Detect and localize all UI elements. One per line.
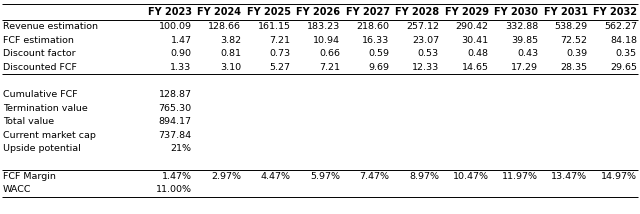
Text: 1.47%: 1.47% [161, 172, 191, 181]
Text: 7.21: 7.21 [319, 63, 340, 72]
Text: 562.27: 562.27 [604, 22, 637, 31]
Text: 10.94: 10.94 [313, 36, 340, 45]
Text: 39.85: 39.85 [511, 36, 538, 45]
Text: 4.47%: 4.47% [260, 172, 291, 181]
Text: FY 2027: FY 2027 [346, 7, 390, 17]
Text: Revenue estimation: Revenue estimation [3, 22, 98, 31]
Text: FCF estimation: FCF estimation [3, 36, 74, 45]
Text: 332.88: 332.88 [505, 22, 538, 31]
Text: 2.97%: 2.97% [211, 172, 241, 181]
Text: 100.09: 100.09 [159, 22, 191, 31]
Text: 0.53: 0.53 [418, 49, 439, 58]
Text: 218.60: 218.60 [356, 22, 390, 31]
Text: 0.39: 0.39 [566, 49, 588, 58]
Text: 0.59: 0.59 [369, 49, 390, 58]
Text: 0.35: 0.35 [616, 49, 637, 58]
Text: 30.41: 30.41 [461, 36, 488, 45]
Text: WACC: WACC [3, 185, 31, 194]
Text: Cumulative FCF: Cumulative FCF [3, 90, 77, 99]
Text: 128.87: 128.87 [159, 90, 191, 99]
Text: Upside potential: Upside potential [3, 144, 81, 153]
Text: 11.97%: 11.97% [502, 172, 538, 181]
Text: 5.27: 5.27 [269, 63, 291, 72]
Text: 0.66: 0.66 [319, 49, 340, 58]
Text: Termination value: Termination value [3, 104, 88, 113]
Text: FY 2023: FY 2023 [148, 7, 192, 17]
Text: 84.18: 84.18 [610, 36, 637, 45]
Text: 765.30: 765.30 [158, 104, 191, 113]
Text: FY 2024: FY 2024 [197, 7, 241, 17]
Text: 9.69: 9.69 [369, 63, 390, 72]
Text: FY 2029: FY 2029 [445, 7, 489, 17]
Text: FCF Margin: FCF Margin [3, 172, 56, 181]
Text: 538.29: 538.29 [554, 22, 588, 31]
Text: 3.10: 3.10 [220, 63, 241, 72]
Text: FY 2031: FY 2031 [544, 7, 588, 17]
Text: 3.82: 3.82 [220, 36, 241, 45]
Text: 28.35: 28.35 [561, 63, 588, 72]
Text: FY 2025: FY 2025 [247, 7, 291, 17]
Text: 16.33: 16.33 [362, 36, 390, 45]
Text: 290.42: 290.42 [456, 22, 488, 31]
Text: FY 2032: FY 2032 [593, 7, 637, 17]
Text: 13.47%: 13.47% [552, 172, 588, 181]
Text: 737.84: 737.84 [158, 131, 191, 140]
Text: 0.48: 0.48 [467, 49, 488, 58]
Text: 161.15: 161.15 [257, 22, 291, 31]
Text: 72.52: 72.52 [561, 36, 588, 45]
Text: 0.81: 0.81 [220, 49, 241, 58]
Text: 10.47%: 10.47% [452, 172, 488, 181]
Text: 894.17: 894.17 [159, 117, 191, 126]
Text: Discounted FCF: Discounted FCF [3, 63, 77, 72]
Text: Total value: Total value [3, 117, 54, 126]
Text: 17.29: 17.29 [511, 63, 538, 72]
Text: FY 2026: FY 2026 [296, 7, 340, 17]
Text: 7.47%: 7.47% [360, 172, 390, 181]
Text: 0.43: 0.43 [517, 49, 538, 58]
Text: 128.66: 128.66 [208, 22, 241, 31]
Text: 29.65: 29.65 [610, 63, 637, 72]
Text: 14.97%: 14.97% [601, 172, 637, 181]
Text: 1.33: 1.33 [170, 63, 191, 72]
Text: 11.00%: 11.00% [156, 185, 191, 194]
Text: 23.07: 23.07 [412, 36, 439, 45]
Text: 12.33: 12.33 [412, 63, 439, 72]
Text: 183.23: 183.23 [307, 22, 340, 31]
Text: 7.21: 7.21 [269, 36, 291, 45]
Text: 1.47: 1.47 [170, 36, 191, 45]
Text: 8.97%: 8.97% [409, 172, 439, 181]
Text: 5.97%: 5.97% [310, 172, 340, 181]
Text: 21%: 21% [170, 144, 191, 153]
Text: 257.12: 257.12 [406, 22, 439, 31]
Text: Discount factor: Discount factor [3, 49, 76, 58]
Text: Current market cap: Current market cap [3, 131, 96, 140]
Text: FY 2028: FY 2028 [395, 7, 439, 17]
Text: 0.73: 0.73 [269, 49, 291, 58]
Text: FY 2030: FY 2030 [494, 7, 538, 17]
Text: 0.90: 0.90 [170, 49, 191, 58]
Text: 14.65: 14.65 [461, 63, 488, 72]
